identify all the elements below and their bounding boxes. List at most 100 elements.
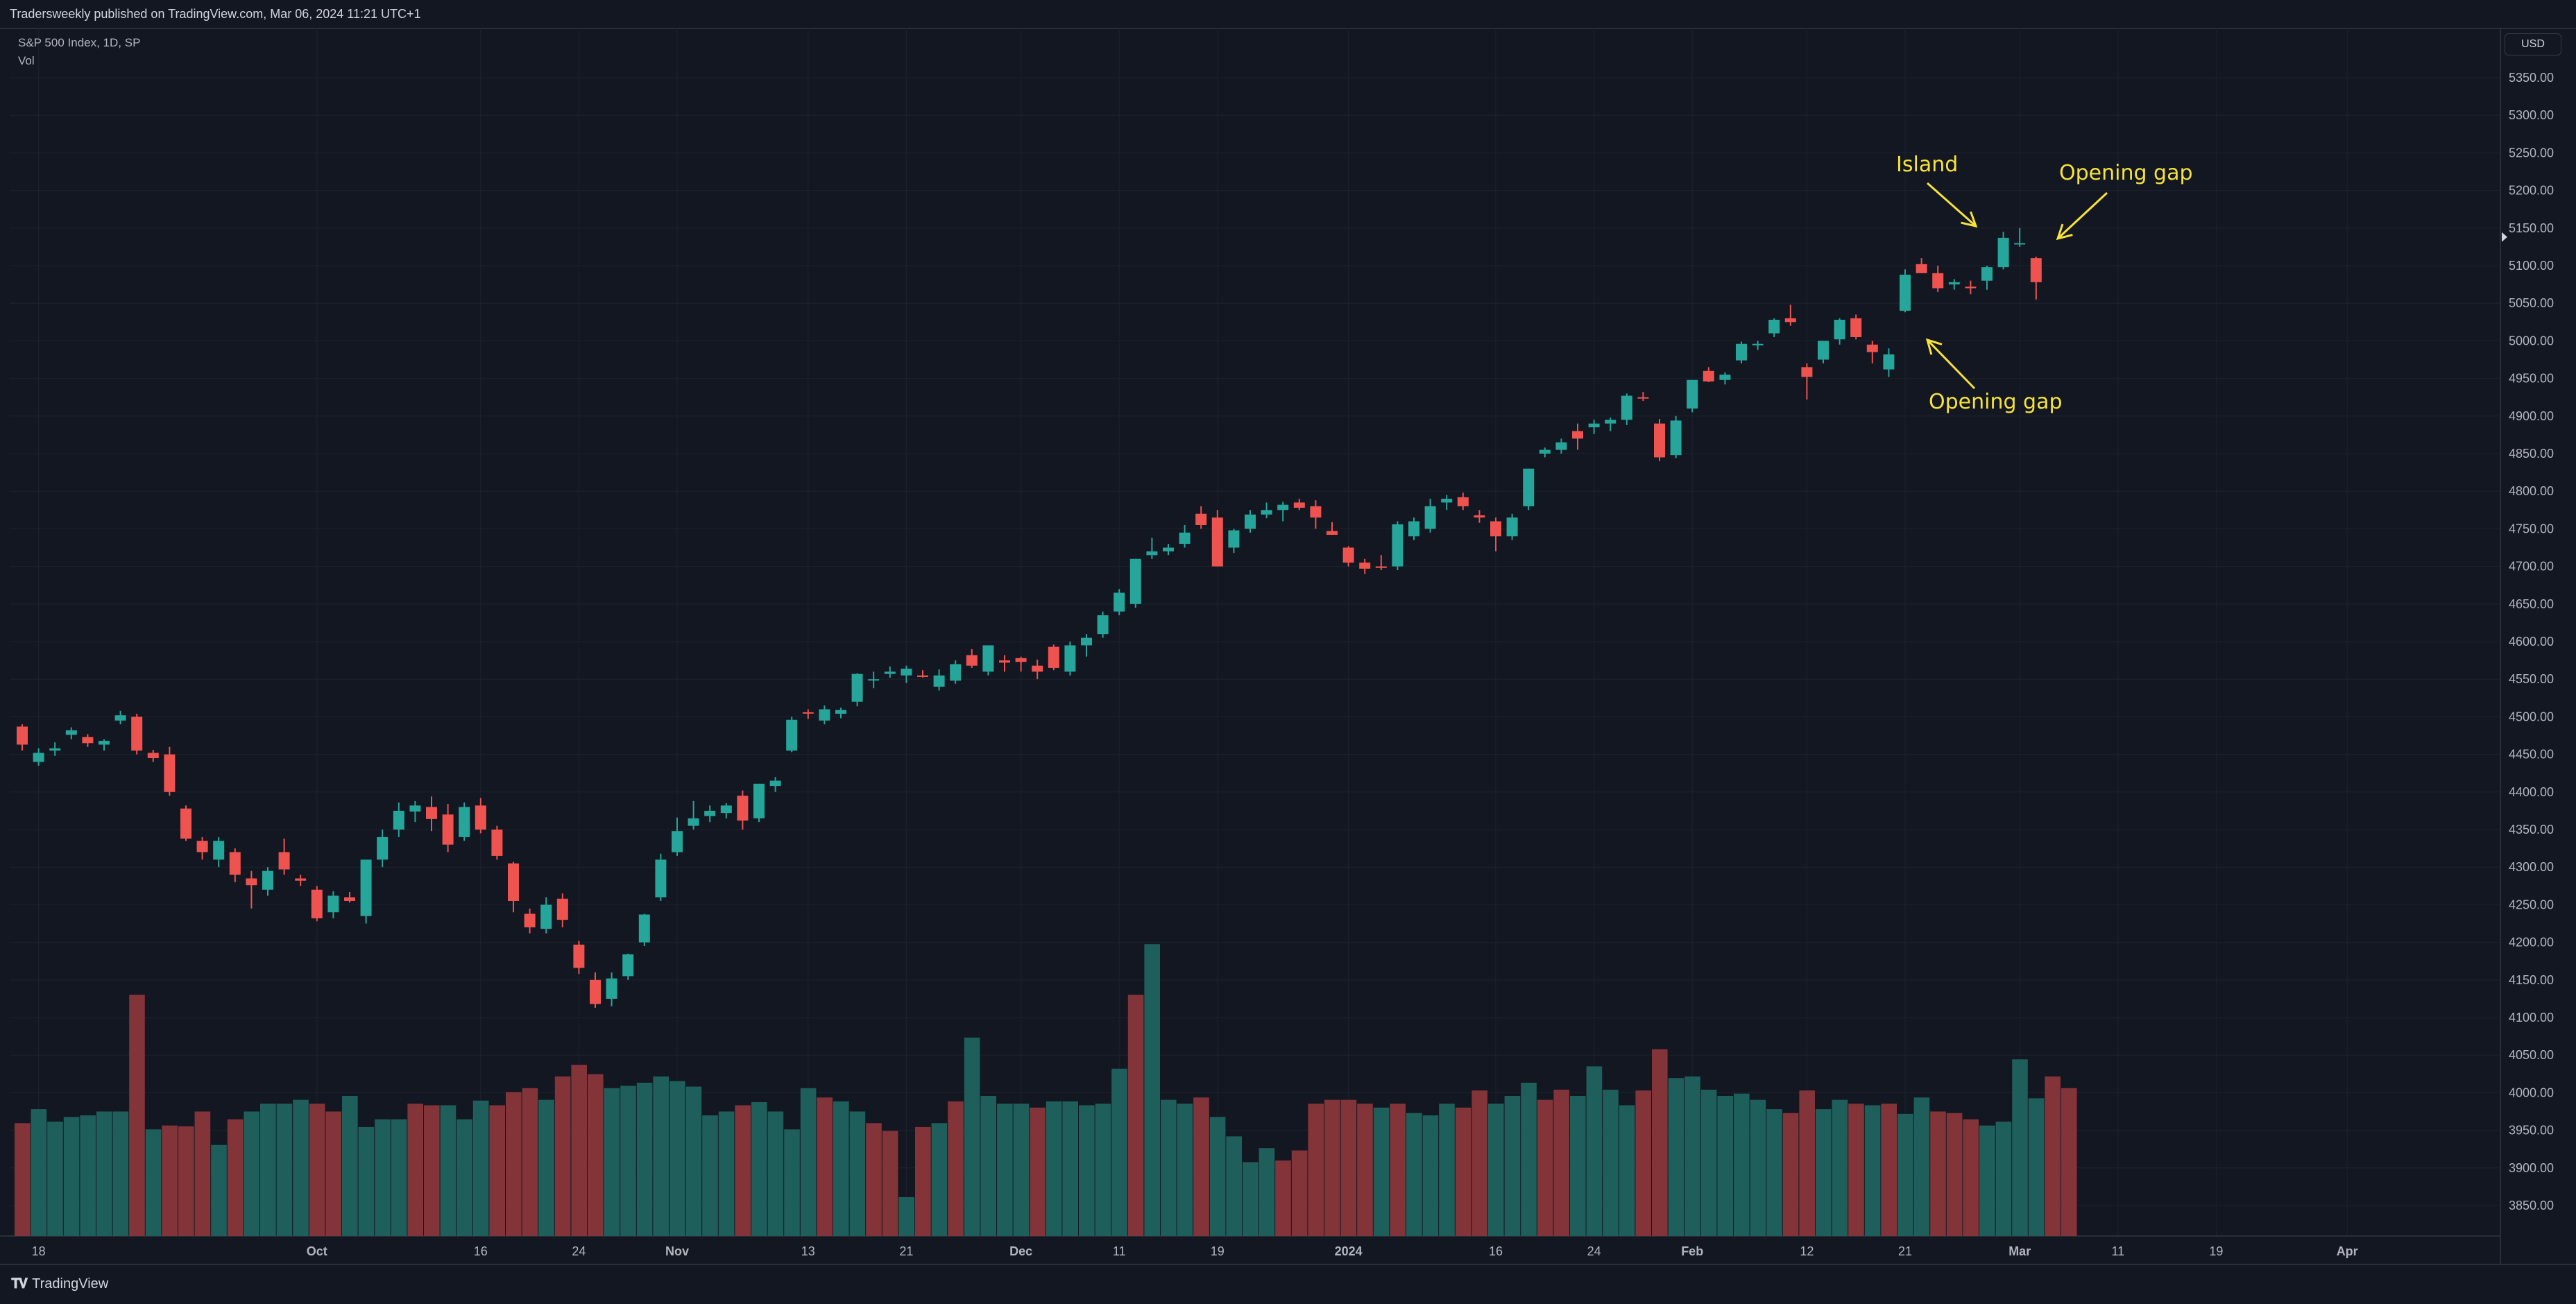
candle-body — [933, 675, 945, 687]
volume-bar — [227, 1119, 244, 1236]
candle-body — [246, 878, 257, 886]
candle-body — [1474, 515, 1485, 518]
footer-bar: 𝐓𝐕 TradingView — [0, 1264, 2576, 1304]
candle-body — [344, 897, 355, 901]
time-axis: 18 Oct 16 24 Nov 13 21 Dec 11 19 2024 16 24 Feb 12 21 Ma… — [32, 1244, 2358, 1258]
price-tick-label: 5100.00 — [2509, 259, 2554, 273]
candle-body — [1327, 531, 1338, 535]
volume-legend[interactable]: Vol — [18, 54, 35, 67]
candle-body — [1834, 320, 1845, 340]
candle-body — [1015, 658, 1027, 662]
volume-bar — [1881, 1104, 1897, 1236]
candle-body — [278, 852, 290, 870]
volume-bar — [685, 1086, 702, 1236]
time-tick-label: Mar — [2008, 1244, 2031, 1258]
volume-bar — [915, 1126, 931, 1236]
candle-body — [1916, 264, 1927, 273]
volume-bar — [145, 1129, 162, 1236]
candle-body — [1441, 499, 1453, 503]
price-tick-label: 4000.00 — [2509, 1086, 2554, 1099]
volume-bar — [1734, 1093, 1750, 1236]
price-tick-label: 5200.00 — [2509, 184, 2554, 198]
tradingview-logo[interactable]: 𝐓𝐕 TradingView — [11, 1275, 108, 1293]
candle-body — [1900, 275, 1911, 311]
candle-body — [753, 783, 765, 818]
candle-body — [884, 671, 896, 674]
volume-bar — [1472, 1090, 1487, 1236]
price-tick-label: 4150.00 — [2509, 973, 2554, 987]
candle-body — [901, 669, 912, 676]
candle-body — [491, 830, 503, 856]
time-tick-label: Feb — [1681, 1244, 1703, 1258]
candle-body — [377, 837, 389, 860]
volume-bar — [588, 1074, 604, 1236]
candle-body — [295, 878, 307, 881]
price-tick-label: 4900.00 — [2509, 409, 2554, 423]
price-tick-label: 4350.00 — [2509, 823, 2554, 837]
volume-bar — [882, 1131, 898, 1236]
volume-bar — [571, 1065, 587, 1236]
volume-bar — [129, 995, 145, 1236]
time-tick-label: 21 — [1898, 1244, 1912, 1258]
arrow-island — [1927, 182, 1977, 228]
price-tick-label: 5150.00 — [2509, 221, 2554, 235]
volume-bar — [1750, 1099, 1766, 1236]
volume-bar — [1553, 1090, 1569, 1236]
candle-body — [1719, 375, 1731, 380]
time-tick-label: 24 — [1587, 1244, 1601, 1258]
volume-bar — [293, 1099, 309, 1236]
time-tick-label: Apr — [2337, 1244, 2358, 1258]
publish-info: Tradersweekly published on TradingView.c… — [10, 7, 421, 21]
volume-bar — [1324, 1099, 1340, 1236]
volume-bar — [407, 1104, 423, 1236]
volume-bar — [1635, 1090, 1651, 1236]
volume-bar — [735, 1105, 751, 1236]
volume-bar — [1537, 1099, 1553, 1236]
volume-bar — [1816, 1109, 1832, 1236]
volume-bar — [1603, 1090, 1619, 1236]
candle-body — [720, 805, 732, 814]
volume-bar — [244, 1111, 259, 1236]
time-tick-label: Nov — [665, 1244, 689, 1258]
volume-bar — [522, 1088, 538, 1236]
symbol-legend[interactable]: S&P 500 Index, 1D, SP — [18, 36, 141, 49]
volume-bar — [1095, 1104, 1111, 1236]
volume-bar — [1864, 1105, 1881, 1236]
price-tick-label: 4050.00 — [2509, 1048, 2554, 1062]
candle-body — [1375, 566, 1387, 568]
time-tick-label: 11 — [1113, 1244, 1126, 1258]
volume-bar — [2012, 1059, 2028, 1236]
candle-body — [573, 944, 585, 968]
candle-body — [590, 979, 601, 1004]
tradingview-logo-icon: 𝐓𝐕 — [11, 1276, 28, 1292]
grid-lines — [10, 28, 2500, 1236]
volume-bar — [47, 1122, 63, 1236]
price-tick-label: 5250.00 — [2509, 146, 2554, 160]
candle-body — [556, 898, 568, 920]
annotation-opening-gap-top: Opening gap — [2059, 161, 2193, 185]
candle-body — [65, 730, 77, 735]
candle-body — [1179, 532, 1191, 544]
volume-bar — [1111, 1068, 1127, 1236]
candle-body — [442, 814, 454, 845]
candle-body — [1163, 547, 1174, 551]
volume-bar — [325, 1111, 341, 1236]
candle-body — [606, 978, 617, 999]
volume-bar — [440, 1105, 457, 1236]
volume-bar — [1995, 1122, 2012, 1236]
volume-bar — [1439, 1104, 1455, 1236]
currency-button[interactable]: USD — [2505, 33, 2561, 55]
volume-bar — [1030, 1107, 1046, 1236]
price-tick-label: 4250.00 — [2509, 898, 2554, 911]
candle-body — [1277, 504, 1289, 511]
time-tick-label: 18 — [32, 1244, 46, 1258]
price-tick-label: 4500.00 — [2509, 710, 2554, 723]
volume-bar — [1422, 1115, 1439, 1236]
volume-bar — [1832, 1099, 1848, 1236]
candle-body — [17, 726, 28, 745]
candle-body — [1965, 286, 1977, 289]
candle-body — [1866, 344, 1878, 352]
volume-bar — [15, 1123, 31, 1236]
time-tick-label: 21 — [899, 1244, 913, 1258]
